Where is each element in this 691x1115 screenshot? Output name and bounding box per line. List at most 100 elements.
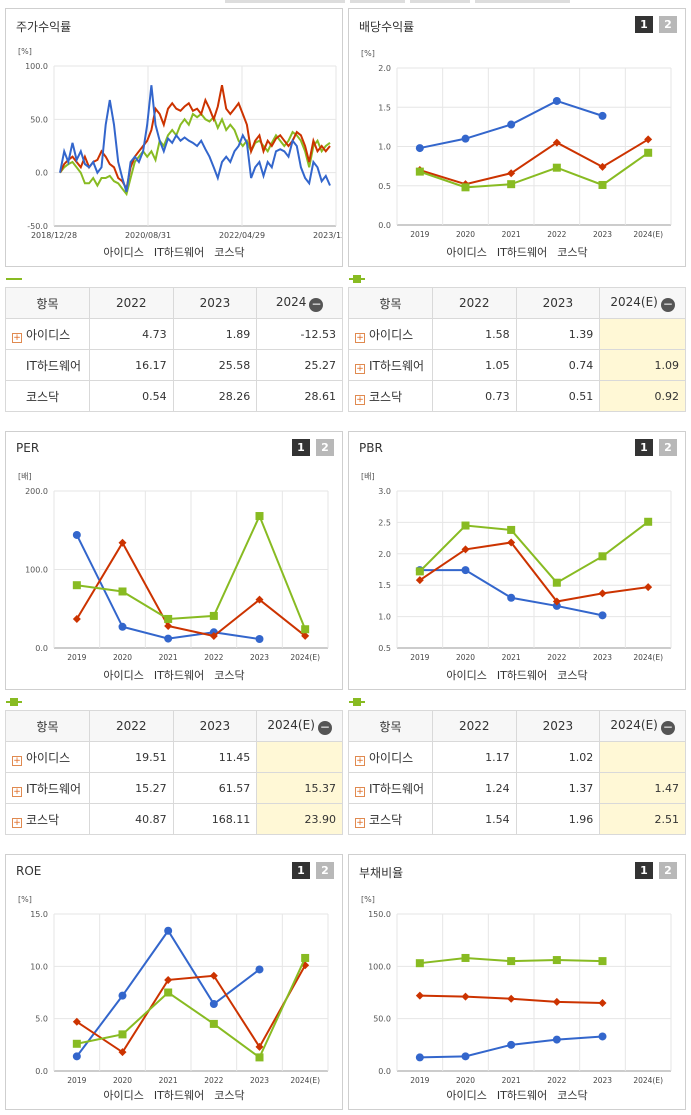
- collapse-icon[interactable]: −: [660, 296, 675, 312]
- view-2-button[interactable]: 2: [316, 862, 334, 879]
- value-cell: 1.89: [172, 318, 258, 350]
- view-1-button[interactable]: 1: [292, 862, 310, 879]
- legend-item[interactable]: IT하드웨어: [154, 1087, 204, 1103]
- expand-icon[interactable]: +: [12, 786, 22, 797]
- expand-icon[interactable]: +: [355, 363, 365, 374]
- table-dividend-yield: 항목 2022 2023 2024(E) − + 아이디스 1.58 1.39 + IT하드웨어 1.…: [348, 287, 686, 412]
- legend-item[interactable]: 코스닥: [349, 244, 588, 283]
- view-2-button[interactable]: 2: [659, 16, 677, 33]
- value-cell: 1.09: [599, 349, 686, 381]
- x-tick-label: 2019: [410, 653, 429, 662]
- expand-icon[interactable]: +: [12, 755, 22, 766]
- data-point: [461, 183, 470, 192]
- collapse-icon[interactable]: −: [309, 296, 324, 312]
- legend-item[interactable]: 아이디스: [103, 1087, 143, 1103]
- view-1-button[interactable]: 1: [635, 16, 653, 33]
- y-tick-label: 2.5: [378, 518, 391, 527]
- data-point: [415, 167, 424, 176]
- value-cell: 0.73: [431, 380, 517, 412]
- expand-icon[interactable]: +: [355, 755, 365, 766]
- x-tick-label: 2021: [159, 653, 178, 662]
- series-line: [76, 513, 307, 630]
- series-line: [419, 520, 649, 584]
- expand-icon[interactable]: +: [355, 332, 365, 343]
- column-header: 2024(E) −: [599, 287, 686, 319]
- value-cell: 1.05: [431, 349, 517, 381]
- legend-item[interactable]: 코스닥: [6, 244, 245, 280]
- legend-item[interactable]: 아이디스: [6, 244, 144, 280]
- value-cell: 4.73: [88, 318, 174, 350]
- data-point: [552, 997, 561, 1006]
- view-1-button[interactable]: 1: [635, 862, 653, 879]
- collapse-icon[interactable]: −: [660, 719, 675, 735]
- expand-icon[interactable]: +: [12, 332, 22, 343]
- collapse-icon[interactable]: −: [317, 719, 332, 735]
- legend-item[interactable]: 코스닥: [214, 1087, 244, 1103]
- y-tick-label: 1.0: [378, 613, 391, 622]
- data-point: [507, 169, 516, 178]
- view-1-button[interactable]: 1: [292, 439, 310, 456]
- legend-item[interactable]: 아이디스: [6, 667, 144, 706]
- row-name: IT하드웨어: [26, 781, 82, 796]
- panel-roe: ROE 1 2 [%] 15.0 10.0 5.0 0.0 2019 2020 2021 202…: [5, 854, 343, 1110]
- expand-icon[interactable]: +: [355, 786, 365, 797]
- view-2-button[interactable]: 2: [316, 439, 334, 456]
- legend-item[interactable]: IT하드웨어: [349, 667, 547, 706]
- legend-item[interactable]: 코스닥: [349, 667, 588, 706]
- table-row: + 아이디스 4.73 1.89 -12.53: [5, 318, 343, 350]
- x-tick-label: 2024(E): [633, 1076, 663, 1085]
- data-point: [255, 595, 264, 604]
- data-point: [164, 988, 173, 997]
- expand-icon[interactable]: +: [12, 817, 22, 828]
- value-cell: 168.11: [172, 803, 258, 835]
- column-header-label: 2022: [458, 719, 490, 733]
- value-cell: 1.47: [599, 772, 686, 804]
- series-0: [415, 566, 607, 620]
- legend-item[interactable]: IT하드웨어: [349, 244, 547, 283]
- legend: 아이디스 IT하드웨어 코스닥: [349, 667, 685, 706]
- column-header-label: 항목: [36, 719, 59, 734]
- legend-label: 코스닥: [557, 669, 588, 682]
- panel-title: 주가수익률: [16, 20, 72, 34]
- legend: 아이디스 IT하드웨어 코스닥: [349, 1087, 685, 1103]
- legend-item[interactable]: IT하드웨어: [497, 1087, 547, 1103]
- view-2-button[interactable]: 2: [659, 439, 677, 456]
- data-point: [461, 953, 470, 962]
- y-tick-label: 2.0: [378, 550, 391, 559]
- y-tick-label: 3.0: [378, 487, 391, 496]
- data-point: [118, 622, 127, 631]
- series-line-1: [59, 85, 331, 192]
- series-1: [72, 961, 310, 1057]
- y-tick-label: 100.0: [25, 62, 48, 71]
- value-cell: 16.17: [88, 349, 174, 381]
- data-point: [118, 538, 127, 547]
- table-row: + 코스닥 0.73 0.51 0.92: [348, 380, 686, 412]
- row-name-cell: + 아이디스: [348, 318, 433, 350]
- x-tick-label: 2023: [593, 230, 612, 239]
- panel-title: 배당수익률: [359, 20, 415, 34]
- view-2-button[interactable]: 2: [659, 862, 677, 879]
- chart-dividend-yield: [%]2.0 1.5 1.0 0.5 0.0 2019 2020 2021 2022 2023 20…: [361, 49, 672, 239]
- view-1-button[interactable]: 1: [635, 439, 653, 456]
- legend-label: IT하드웨어: [153, 1089, 205, 1102]
- series-line: [419, 569, 603, 617]
- expand-icon[interactable]: +: [355, 817, 365, 828]
- data-point: [164, 622, 173, 631]
- series-line-2: [59, 112, 331, 197]
- x-tick-label: 2020: [456, 653, 475, 662]
- legend-item[interactable]: IT하드웨어: [6, 244, 204, 280]
- legend-item[interactable]: 코스닥: [6, 667, 245, 706]
- legend-item[interactable]: 아이디스: [349, 244, 487, 283]
- expand-icon[interactable]: +: [355, 394, 365, 405]
- value-cell: 1.37: [515, 772, 601, 804]
- unit-label: [%]: [361, 49, 375, 58]
- legend-item[interactable]: 아이디스: [349, 667, 487, 706]
- x-tick-label: 2023: [593, 653, 612, 662]
- x-tick-label: 2019: [67, 653, 86, 662]
- legend-item[interactable]: IT하드웨어: [6, 667, 204, 706]
- value-cell: 2.51: [599, 803, 686, 835]
- legend-item[interactable]: 아이디스: [446, 1087, 486, 1103]
- data-point: [415, 991, 424, 1000]
- y-tick-label: 0.0: [378, 221, 391, 230]
- legend-item[interactable]: 코스닥: [557, 1087, 587, 1103]
